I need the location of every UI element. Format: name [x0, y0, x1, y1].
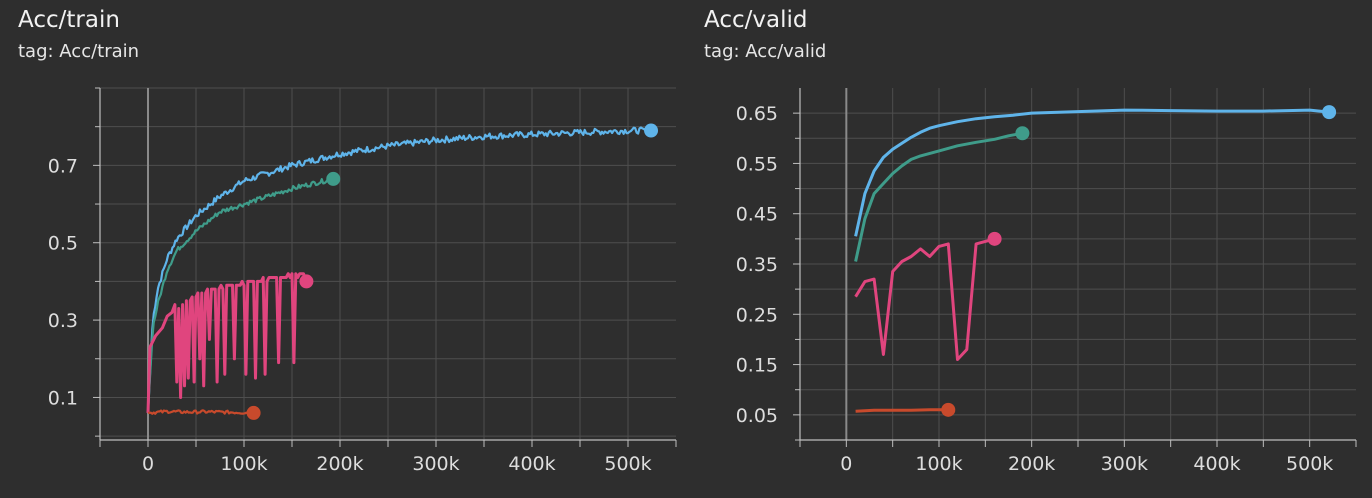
series-endpoint[interactable]	[1015, 126, 1030, 141]
x-tick-label: 200k	[316, 453, 363, 475]
chart-title: Acc/valid	[704, 7, 808, 33]
chart-card-acc-train: Acc/train tag: Acc/train 0.1 0.3 0.5 0.7 0 10…	[0, 0, 686, 498]
y-tick-label: 0.35	[736, 254, 778, 276]
series-line[interactable]	[855, 408, 949, 413]
y-tick-label: 0.05	[736, 405, 778, 427]
series-endpoint[interactable]	[326, 171, 341, 186]
chart-tag: tag: Acc/train	[18, 41, 140, 62]
chart-tag: tag: Acc/valid	[704, 41, 827, 62]
series-endpoint[interactable]	[246, 405, 261, 420]
x-tick-label: 400k	[1193, 453, 1240, 475]
y-tick-label: 0.25	[736, 304, 778, 326]
series-line[interactable]	[146, 178, 335, 413]
x-tick-label: 500k	[604, 453, 651, 475]
series-endpoint[interactable]	[941, 402, 956, 417]
y-tick-label: 0.7	[48, 155, 78, 177]
acc-train-plot[interactable]: 0.1 0.3 0.5 0.7 0 100k 200k 300k 400k 500k	[0, 0, 686, 498]
series-line[interactable]	[146, 126, 652, 413]
x-tick-label: 400k	[508, 453, 555, 475]
y-tick-label: 0.65	[736, 103, 778, 125]
series-endpoint[interactable]	[299, 274, 314, 289]
y-tick-label: 0.45	[736, 204, 778, 226]
series-line[interactable]	[854, 131, 1023, 262]
series-endpoint[interactable]	[644, 123, 659, 138]
y-tick-label: 0.55	[736, 153, 778, 175]
x-tick-label: 200k	[1008, 453, 1055, 475]
series-endpoint[interactable]	[1322, 105, 1337, 120]
x-tick-label: 300k	[412, 453, 459, 475]
y-tick-label: 0.1	[48, 387, 78, 409]
acc-valid-plot[interactable]: 0.05 0.15 0.25 0.35 0.45 0.55 0.65 0 100k 200k 300…	[686, 0, 1372, 498]
y-tick-label: 0.5	[48, 233, 78, 255]
series-line[interactable]	[146, 272, 308, 413]
chart-title: Acc/train	[18, 7, 120, 33]
y-tick-label: 0.3	[48, 310, 78, 332]
grid	[800, 88, 1356, 441]
series-line[interactable]	[854, 237, 995, 361]
series-line[interactable]	[854, 108, 1330, 237]
x-tick-label: 500k	[1286, 453, 1333, 475]
x-tick-label: 100k	[915, 453, 962, 475]
chart-card-acc-valid: Acc/valid tag: Acc/valid 0.05 0.15 0.25 0.3…	[686, 0, 1372, 498]
x-tick-label: 0	[840, 453, 852, 475]
x-tick-label: 100k	[220, 453, 267, 475]
x-tick-label: 0	[142, 453, 154, 475]
series-line[interactable]	[147, 409, 254, 416]
series-endpoint[interactable]	[987, 231, 1002, 246]
grid	[100, 87, 676, 440]
x-tick-label: 300k	[1101, 453, 1148, 475]
y-tick-label: 0.15	[736, 355, 778, 377]
